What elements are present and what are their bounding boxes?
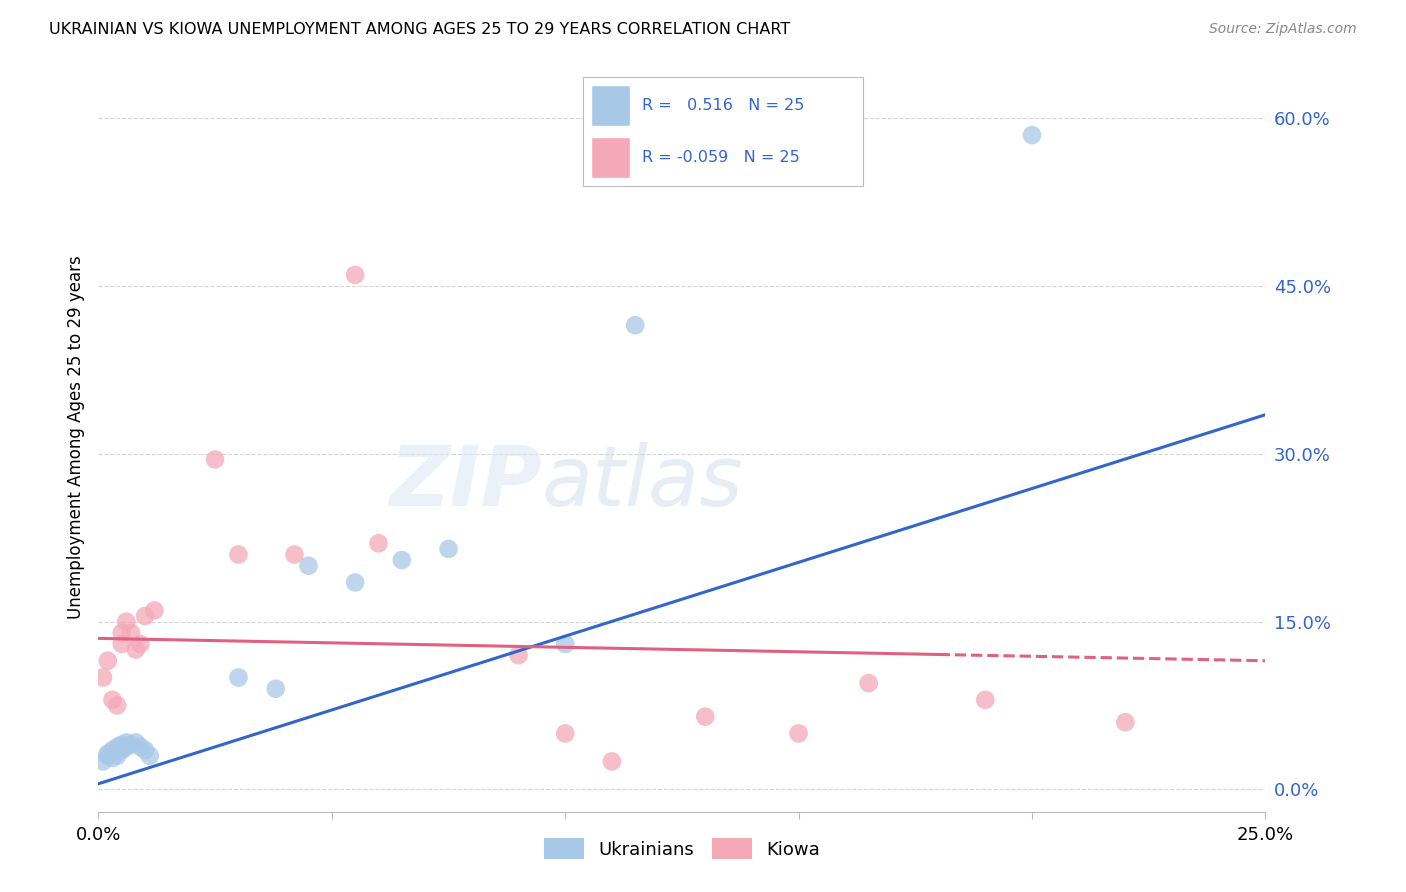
Point: [97, 748, 120, 763]
Point: [344, 268, 367, 282]
Point: [264, 681, 287, 696]
Point: [115, 739, 138, 754]
Point: [97, 747, 120, 761]
Point: [129, 637, 152, 651]
Point: [974, 693, 997, 707]
Point: [367, 536, 389, 550]
Point: [111, 625, 134, 640]
Point: [111, 637, 134, 651]
Point: [858, 676, 880, 690]
Point: [111, 743, 134, 757]
Text: ZIP: ZIP: [389, 442, 541, 523]
Point: [554, 637, 576, 651]
Point: [344, 575, 367, 590]
Point: [105, 698, 128, 713]
Text: Source: ZipAtlas.com: Source: ZipAtlas.com: [1209, 22, 1357, 37]
Point: [787, 726, 810, 740]
Point: [600, 755, 623, 769]
Point: [101, 693, 124, 707]
Point: [125, 642, 148, 657]
Point: [1114, 715, 1136, 730]
Point: [115, 735, 138, 749]
Point: [391, 553, 413, 567]
Point: [624, 318, 647, 333]
Point: [91, 671, 114, 685]
Point: [297, 558, 319, 573]
Point: [111, 738, 134, 752]
Point: [105, 739, 128, 754]
Point: [105, 748, 128, 763]
Point: [554, 726, 576, 740]
Point: [437, 541, 460, 556]
Point: [134, 743, 156, 757]
Point: [101, 751, 124, 765]
Point: [228, 548, 250, 562]
Point: [695, 709, 717, 723]
Text: atlas: atlas: [541, 442, 744, 523]
Point: [508, 648, 530, 662]
Point: [1021, 128, 1043, 142]
Point: [139, 748, 162, 763]
Point: [204, 452, 226, 467]
Point: [91, 755, 114, 769]
Point: [101, 743, 124, 757]
Point: [283, 548, 305, 562]
Point: [97, 654, 120, 668]
Point: [120, 738, 142, 752]
Point: [120, 625, 142, 640]
Point: [134, 609, 156, 624]
Y-axis label: Unemployment Among Ages 25 to 29 years: Unemployment Among Ages 25 to 29 years: [66, 255, 84, 619]
Point: [228, 671, 250, 685]
Point: [129, 739, 152, 754]
Legend: Ukrainians, Kiowa: Ukrainians, Kiowa: [537, 831, 827, 866]
Text: UKRAINIAN VS KIOWA UNEMPLOYMENT AMONG AGES 25 TO 29 YEARS CORRELATION CHART: UKRAINIAN VS KIOWA UNEMPLOYMENT AMONG AG…: [49, 22, 790, 37]
Point: [125, 735, 148, 749]
Point: [143, 603, 166, 617]
Point: [115, 615, 138, 629]
